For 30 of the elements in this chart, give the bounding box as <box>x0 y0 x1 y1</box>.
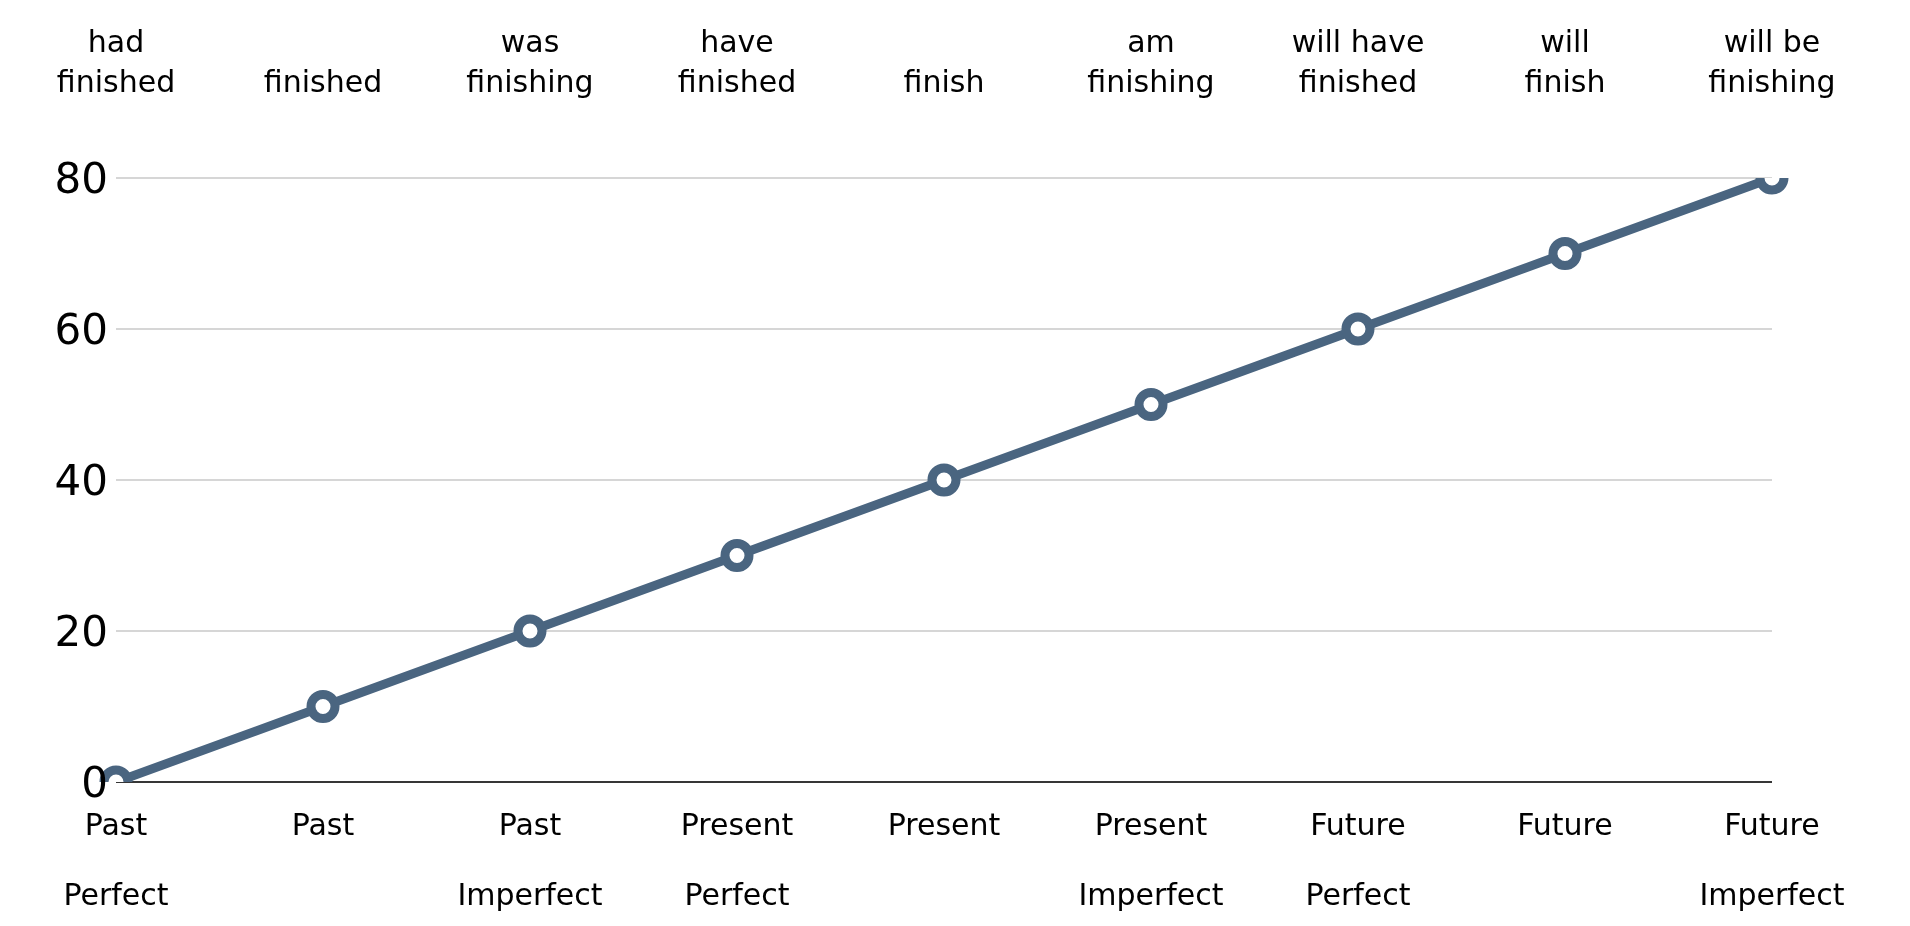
text: will have finished <box>1291 24 1425 99</box>
x-tick-label: Present Perfect <box>680 807 794 912</box>
point <box>1341 312 1375 346</box>
x-tick-label: Future Perfect <box>1305 807 1411 912</box>
x-tick-label: Past <box>291 807 355 842</box>
x-tick-label: Present <box>887 807 1001 842</box>
y-tick-label: 0 <box>81 757 108 807</box>
x-tick-label: Future Imperfect <box>1699 807 1845 912</box>
text: finish <box>903 64 985 99</box>
text: finished <box>263 64 383 99</box>
point <box>1548 237 1582 270</box>
x-tick-label: Present Imperfect <box>1078 807 1224 912</box>
point <box>927 463 961 497</box>
point <box>306 690 340 723</box>
x-tick-label: Future <box>1517 807 1613 842</box>
text: am finishing <box>1087 24 1215 99</box>
y-tick-label: 40 <box>54 455 108 505</box>
y-tick-label: 80 <box>54 153 108 203</box>
text: have finished <box>677 24 797 99</box>
text: will finish <box>1524 24 1606 99</box>
text: was finishing <box>466 24 594 99</box>
point <box>720 539 754 572</box>
x-tick-label: Past Imperfect <box>457 807 603 912</box>
point <box>513 614 547 648</box>
point <box>1134 388 1168 421</box>
x-tick-label: Past Perfect <box>63 807 169 912</box>
y-tick-label: 60 <box>54 304 108 354</box>
y-tick-label: 20 <box>54 606 108 656</box>
text: will be finishing <box>1708 24 1836 99</box>
text: had finished <box>56 24 176 99</box>
